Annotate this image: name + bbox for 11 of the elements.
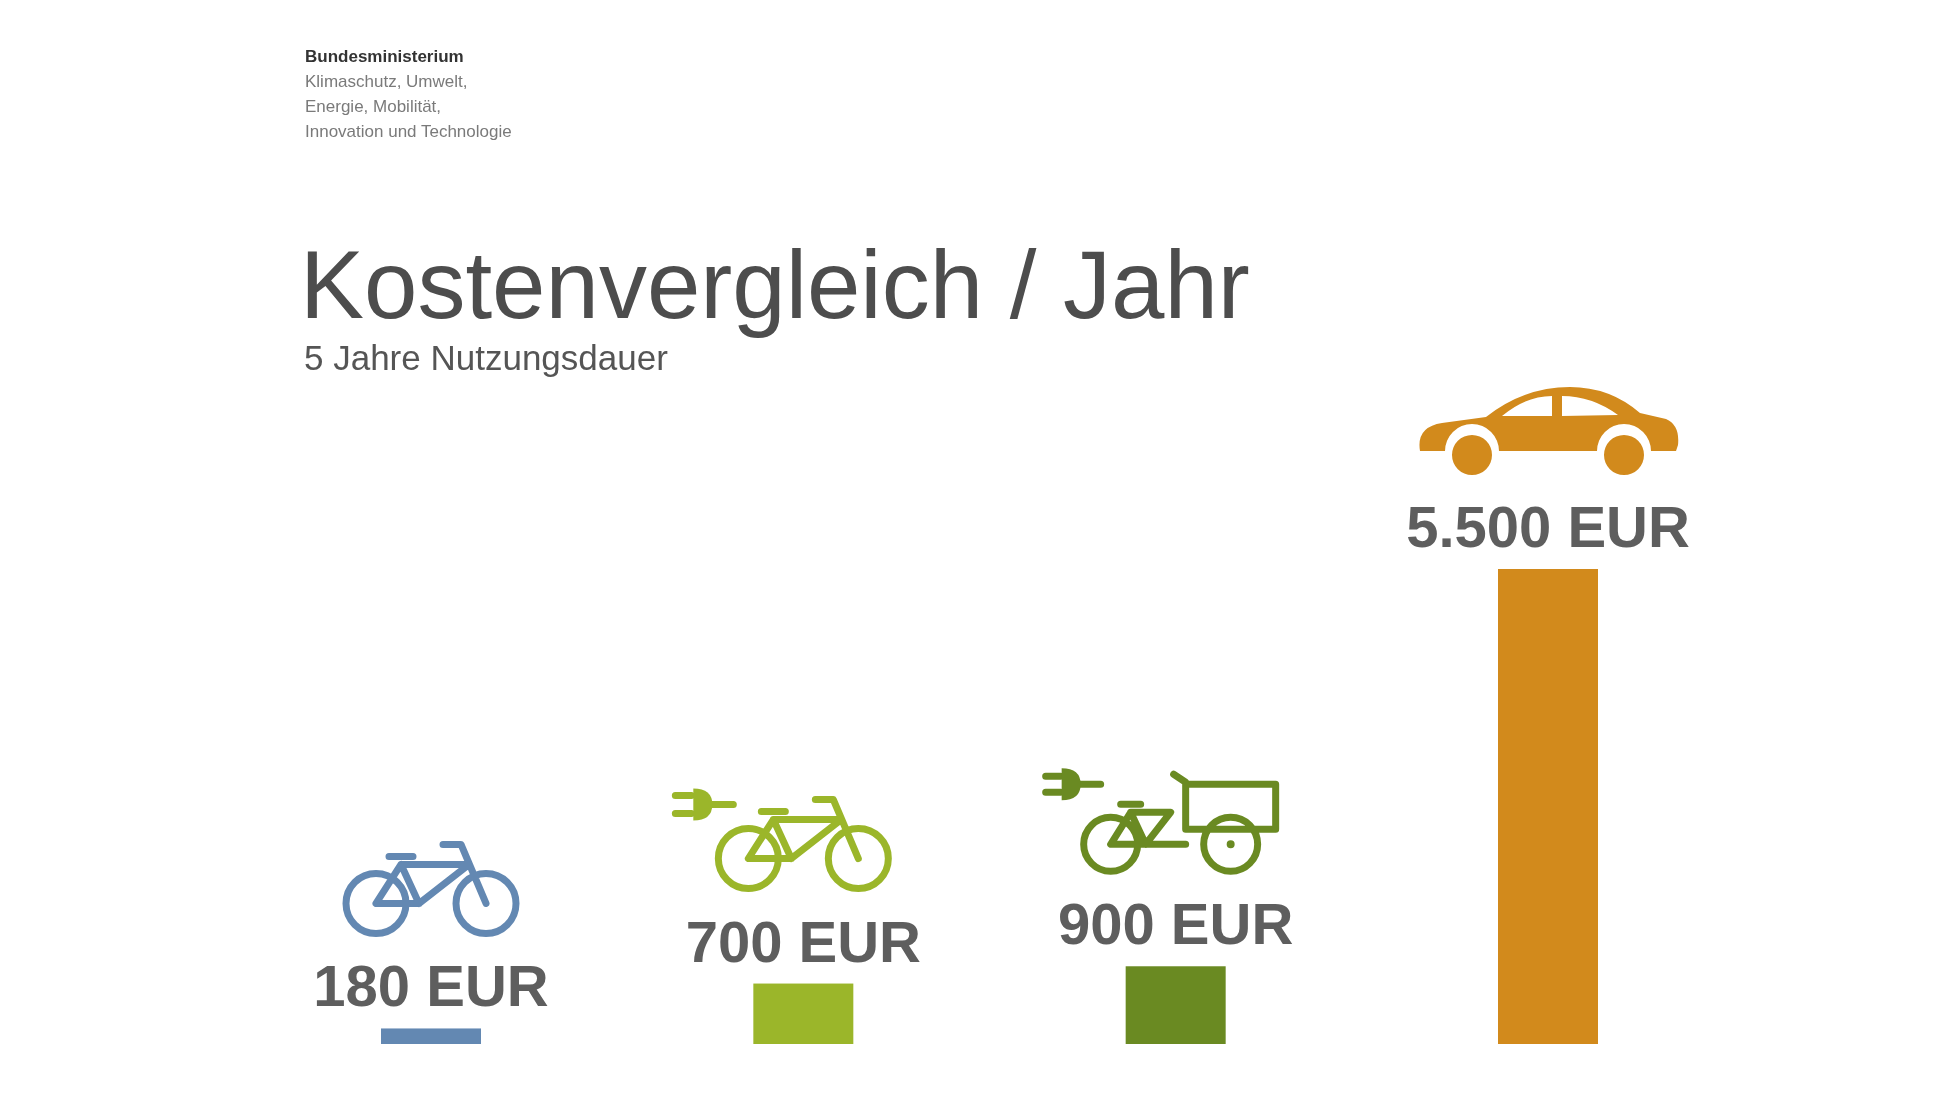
data-label: 180 EUR [313, 953, 549, 1019]
data-label: 700 EUR [685, 908, 922, 974]
bar [381, 1028, 481, 1044]
bar [1498, 569, 1598, 1044]
data-label: 900 EUR [1057, 891, 1294, 957]
bar [753, 983, 854, 1044]
chart-title: Kostenvergleich / Jahr [300, 231, 1250, 338]
bar [1125, 966, 1226, 1044]
text: Bundesministerium Klimaschutz, Umwelt, Energie, Mobilität, Innovation und Technologie [305, 47, 512, 141]
chart-subtitle: 5 Jahre Nutzungsdauer [304, 338, 669, 377]
data-label: 5.500 EUR [1406, 494, 1690, 559]
